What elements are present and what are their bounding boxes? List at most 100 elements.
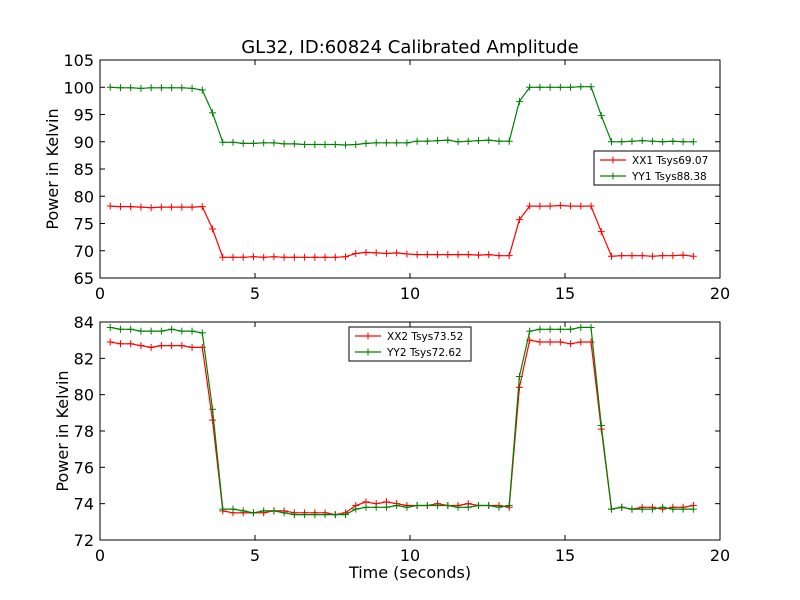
data-point (444, 251, 452, 259)
data-point (198, 86, 206, 94)
data-point (679, 505, 687, 513)
data-point (321, 253, 329, 261)
data-point (495, 503, 503, 511)
data-point (608, 505, 615, 513)
data-point (413, 251, 421, 259)
series-line (110, 326, 694, 516)
data-point (618, 252, 626, 260)
data-point (403, 503, 411, 511)
data-point (669, 252, 677, 260)
data-point (669, 505, 677, 513)
data-point (198, 329, 206, 337)
data-point (362, 139, 370, 147)
data-point (659, 252, 667, 260)
data-point (567, 340, 575, 348)
legend (593, 150, 721, 186)
data-point (597, 228, 605, 236)
data-point (546, 202, 554, 210)
data-point (475, 501, 483, 509)
data-point (577, 323, 585, 331)
data-point (168, 84, 176, 92)
data-point (147, 343, 155, 351)
data-point (321, 511, 329, 519)
data-point (382, 249, 390, 257)
data-point (219, 253, 227, 261)
data-point (188, 203, 196, 211)
y-tick-label: 76 (74, 458, 94, 477)
data-point (454, 503, 462, 511)
bottom-plot-panel: 0 5 10 15 20 72 74 76 78 80 82 84 Power in Kelvin XX2… (53, 313, 730, 565)
x-tick-label: 5 (250, 546, 260, 565)
data-point (157, 84, 165, 92)
data-point (342, 141, 350, 149)
data-point (618, 138, 626, 146)
data-point (556, 338, 564, 346)
legend (348, 326, 472, 362)
data-point (209, 416, 217, 424)
data-point (178, 342, 186, 350)
data-point (659, 138, 667, 146)
data-point (372, 139, 380, 147)
data-point (423, 501, 431, 509)
data-point (137, 342, 145, 350)
data-point (393, 501, 401, 509)
data-point (239, 507, 247, 515)
legend-marker (609, 172, 617, 180)
legend-label: YY2 Tsys72.62 (386, 347, 462, 359)
data-point (597, 422, 605, 430)
data-point (301, 511, 309, 519)
y-tick-label: 85 (74, 160, 94, 179)
data-point (608, 138, 615, 146)
data-point (239, 139, 247, 147)
data-point (188, 84, 196, 92)
data-point (454, 138, 462, 146)
data-point (311, 140, 319, 148)
data-point (526, 202, 534, 210)
data-point (321, 140, 329, 148)
data-point (249, 253, 257, 261)
series-line (110, 86, 694, 146)
data-point (648, 252, 656, 260)
y-tick-label: 100 (63, 78, 94, 97)
data-point (188, 343, 196, 351)
data-point (423, 251, 431, 259)
data-point (331, 253, 339, 261)
data-point (290, 140, 298, 148)
data-point (270, 507, 278, 515)
data-point (556, 325, 564, 333)
data-point (260, 253, 268, 261)
data-point (280, 509, 288, 517)
data-point (147, 204, 155, 212)
data-point (444, 136, 452, 144)
data-point (638, 137, 646, 145)
data-point (157, 327, 165, 335)
data-point (577, 338, 585, 346)
data-point (659, 503, 667, 511)
legend-label: YY1 Tsys88.38 (631, 171, 707, 183)
data-point (536, 83, 544, 91)
data-point (249, 139, 257, 147)
data-point (382, 503, 390, 511)
y-tick-label: 70 (74, 242, 94, 261)
data-point (178, 203, 186, 211)
data-point (127, 325, 135, 333)
data-point (608, 252, 615, 260)
data-point (546, 83, 554, 91)
data-point (116, 203, 124, 211)
data-point (495, 137, 503, 145)
data-point (209, 109, 217, 117)
data-point (526, 83, 534, 91)
data-point (485, 136, 493, 144)
x-tick-label: 15 (555, 284, 575, 303)
data-point (198, 203, 206, 211)
data-point (567, 325, 575, 333)
data-point (505, 501, 513, 509)
x-tick-label: 10 (400, 546, 420, 565)
data-point (515, 216, 523, 224)
data-point (628, 137, 636, 145)
x-tick-label: 5 (250, 284, 260, 303)
data-point (352, 505, 360, 513)
data-point (270, 139, 278, 147)
data-point (403, 139, 411, 147)
